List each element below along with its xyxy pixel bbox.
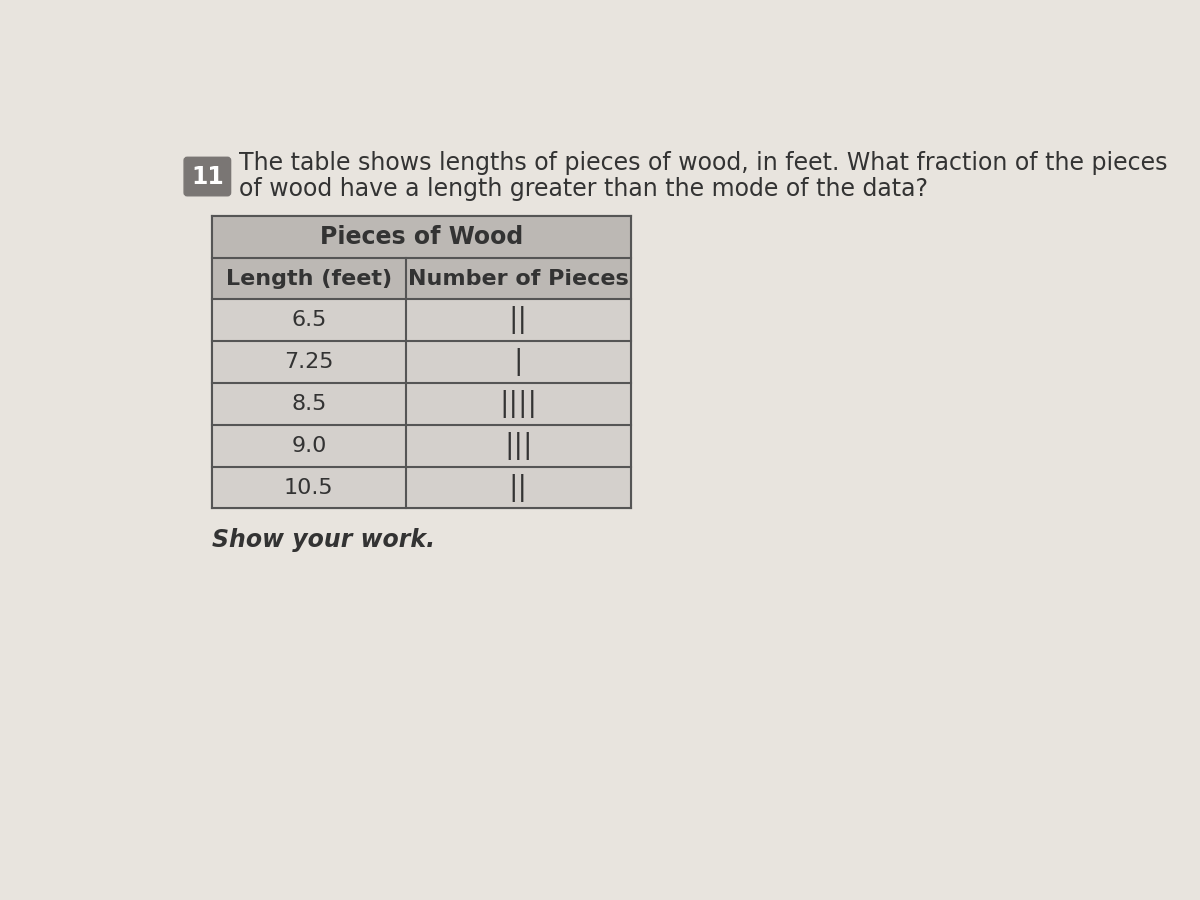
Bar [212,383,630,425]
Text: 7.25: 7.25 [284,352,334,372]
Text: 10.5: 10.5 [284,478,334,498]
Bar [212,425,630,466]
Bar [212,216,630,257]
Text: Length (feet): Length (feet) [226,268,392,289]
FancyBboxPatch shape [184,158,230,196]
Bar [212,341,630,383]
Text: The table shows lengths of pieces of wood, in feet. What fraction of the pieces: The table shows lengths of pieces of woo… [239,151,1168,176]
Text: |: | [514,348,523,376]
Text: Number of Pieces: Number of Pieces [408,268,629,289]
Bar [212,216,630,508]
Text: Pieces of Wood: Pieces of Wood [319,225,523,248]
Text: 11: 11 [191,165,223,188]
Text: |||: ||| [504,432,533,460]
Text: ||||: |||| [499,390,538,418]
Bar [212,300,630,341]
Text: ||: || [509,306,528,334]
Bar [212,257,630,300]
Text: of wood have a length greater than the mode of the data?: of wood have a length greater than the m… [239,176,928,201]
Text: 8.5: 8.5 [292,394,326,414]
Text: 9.0: 9.0 [292,436,326,455]
Text: Show your work.: Show your work. [212,527,436,552]
Text: ||: || [509,473,528,501]
Bar [212,466,630,508]
Text: 6.5: 6.5 [292,310,326,330]
